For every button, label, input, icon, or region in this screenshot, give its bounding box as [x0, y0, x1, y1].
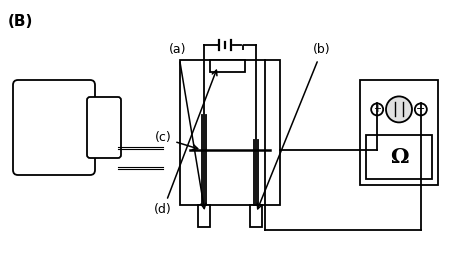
Bar	[250, 205, 262, 227]
Text: (d): (d)	[154, 70, 217, 217]
Circle shape	[386, 96, 412, 122]
Text: +: +	[373, 104, 381, 114]
Bar	[180, 60, 280, 205]
Text: (b): (b)	[257, 43, 331, 209]
Circle shape	[415, 103, 427, 115]
Bar	[366, 135, 432, 179]
Text: (B): (B)	[8, 14, 33, 29]
Text: (c): (c)	[154, 131, 198, 150]
Bar	[360, 80, 438, 185]
FancyBboxPatch shape	[87, 97, 121, 158]
Text: Ω: Ω	[390, 147, 408, 167]
FancyBboxPatch shape	[13, 80, 95, 175]
Text: (a): (a)	[169, 43, 206, 209]
Circle shape	[371, 103, 383, 115]
Bar	[198, 205, 210, 227]
Text: −: −	[416, 104, 426, 114]
Bar	[210, 60, 245, 72]
